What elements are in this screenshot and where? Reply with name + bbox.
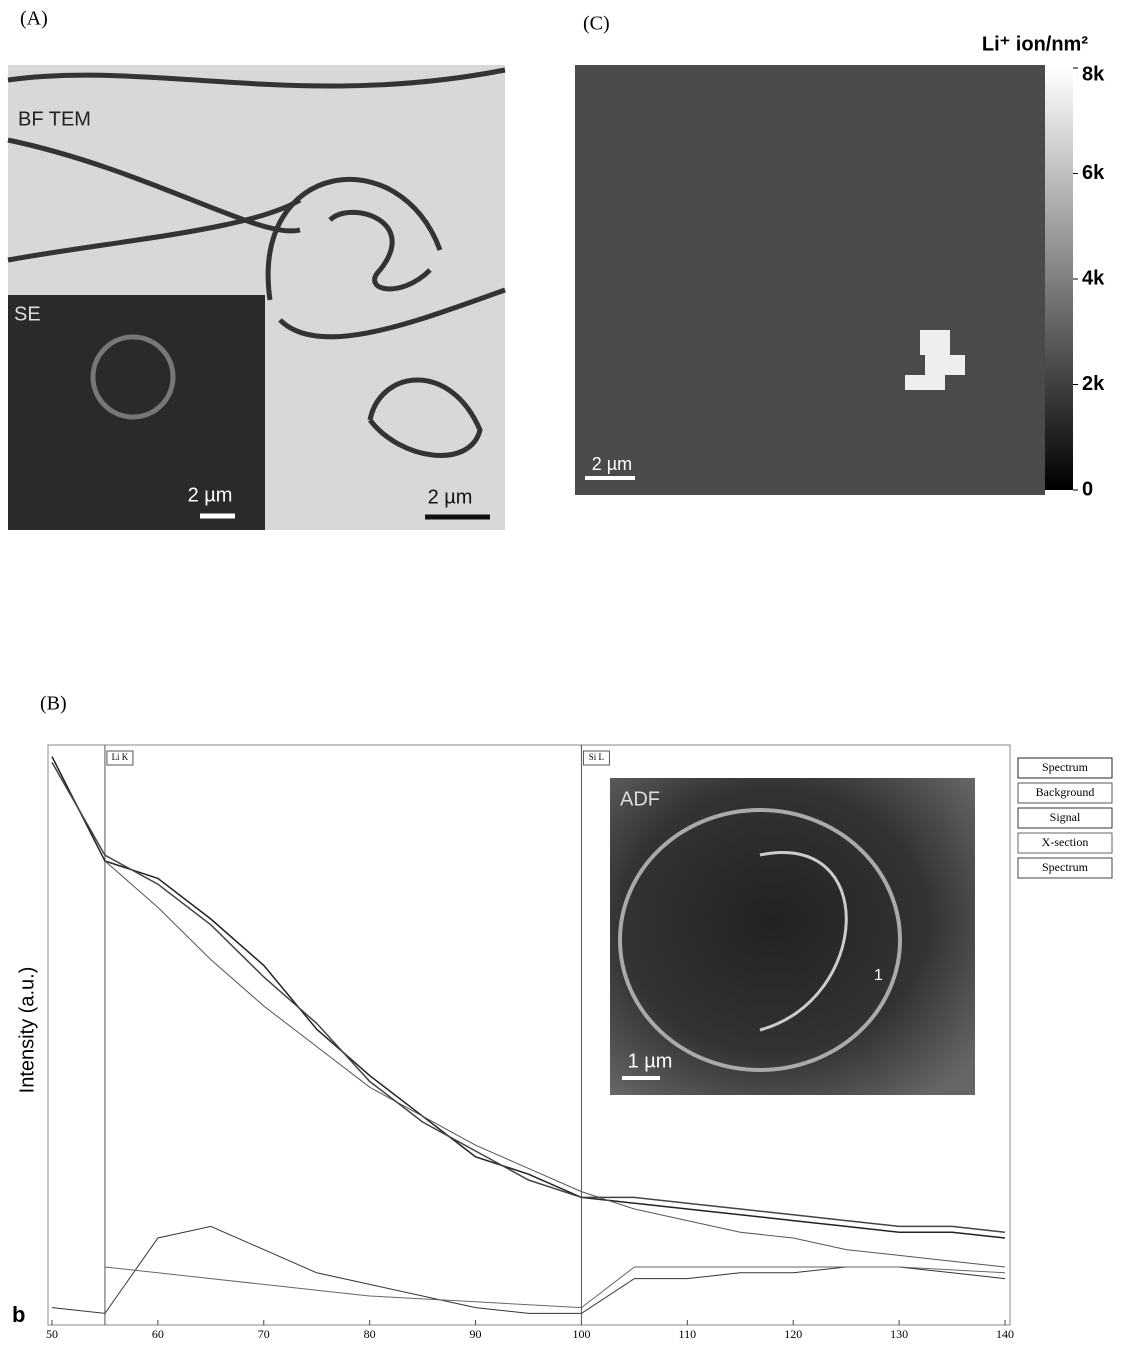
series-line xyxy=(104,860,1006,1268)
edge-label: Li K xyxy=(112,752,129,762)
adf-ring xyxy=(618,808,902,1072)
legend-item xyxy=(1017,857,1113,879)
point-label: 1 xyxy=(874,967,883,984)
legend-label: Background xyxy=(1036,785,1095,799)
edge-label: Si L xyxy=(589,752,604,762)
legend-item xyxy=(1017,757,1113,779)
series-line xyxy=(51,756,1006,1239)
sims-map xyxy=(575,65,1045,495)
colorbar-tick-label: 2k xyxy=(1082,373,1105,395)
x-tick-label: 100 xyxy=(572,1327,590,1341)
x-tick-label: 50 xyxy=(46,1327,58,1341)
edge-tag xyxy=(582,750,610,766)
corner-label: b xyxy=(12,1302,25,1327)
x-tick-label: 110 xyxy=(679,1327,697,1341)
scale-label: 2 µm xyxy=(428,486,473,508)
legend-label: X-section xyxy=(1042,835,1089,849)
legend-item xyxy=(1017,782,1113,804)
colorbar-tick-label: 8k xyxy=(1082,63,1105,85)
colorbar-tick-label: 0 xyxy=(1082,478,1093,500)
x-tick-label: 140 xyxy=(996,1327,1014,1341)
legend-item xyxy=(1017,807,1113,829)
se-inset xyxy=(8,295,265,530)
inset-label: ADF xyxy=(620,788,660,810)
panel-label: (A) xyxy=(20,8,48,30)
legend-label: Spectrum xyxy=(1042,760,1089,774)
panel-label: (B) xyxy=(40,693,67,715)
scale-label: 2 µm xyxy=(592,454,632,474)
x-tick-label: 70 xyxy=(258,1327,270,1341)
panel-label: (C) xyxy=(583,13,610,35)
x-tick-label: 60 xyxy=(152,1327,164,1341)
x-tick-label: 90 xyxy=(470,1327,482,1341)
y-axis-label: Intensity (a.u.) xyxy=(16,967,38,1094)
scale-label: 2 µm xyxy=(188,484,233,506)
colorbar xyxy=(1045,68,1073,490)
adf-inset xyxy=(610,778,975,1095)
colorbar-tick-label: 4k xyxy=(1082,267,1105,289)
series-line xyxy=(51,762,1006,1233)
edge-tag xyxy=(106,750,134,766)
inset-label: SE xyxy=(14,303,41,325)
colorbar-title: Li⁺ ion/nm² xyxy=(982,33,1088,55)
x-tick-label: 130 xyxy=(890,1327,908,1341)
adf-ring xyxy=(759,851,848,1032)
series-line xyxy=(104,1266,1006,1309)
colorbar-tick-label: 6k xyxy=(1082,162,1105,184)
legend-label: Signal xyxy=(1050,810,1081,824)
scale-label: 1 µm xyxy=(628,1050,673,1072)
legend-item xyxy=(1017,832,1113,854)
hotspot xyxy=(905,330,965,390)
x-tick-label: 80 xyxy=(364,1327,376,1341)
tem-contours xyxy=(7,67,506,458)
image-label: BF TEM xyxy=(18,108,91,130)
x-tick-label: 120 xyxy=(784,1327,802,1341)
se-ring xyxy=(90,334,176,420)
legend-label: Spectrum xyxy=(1042,860,1089,874)
